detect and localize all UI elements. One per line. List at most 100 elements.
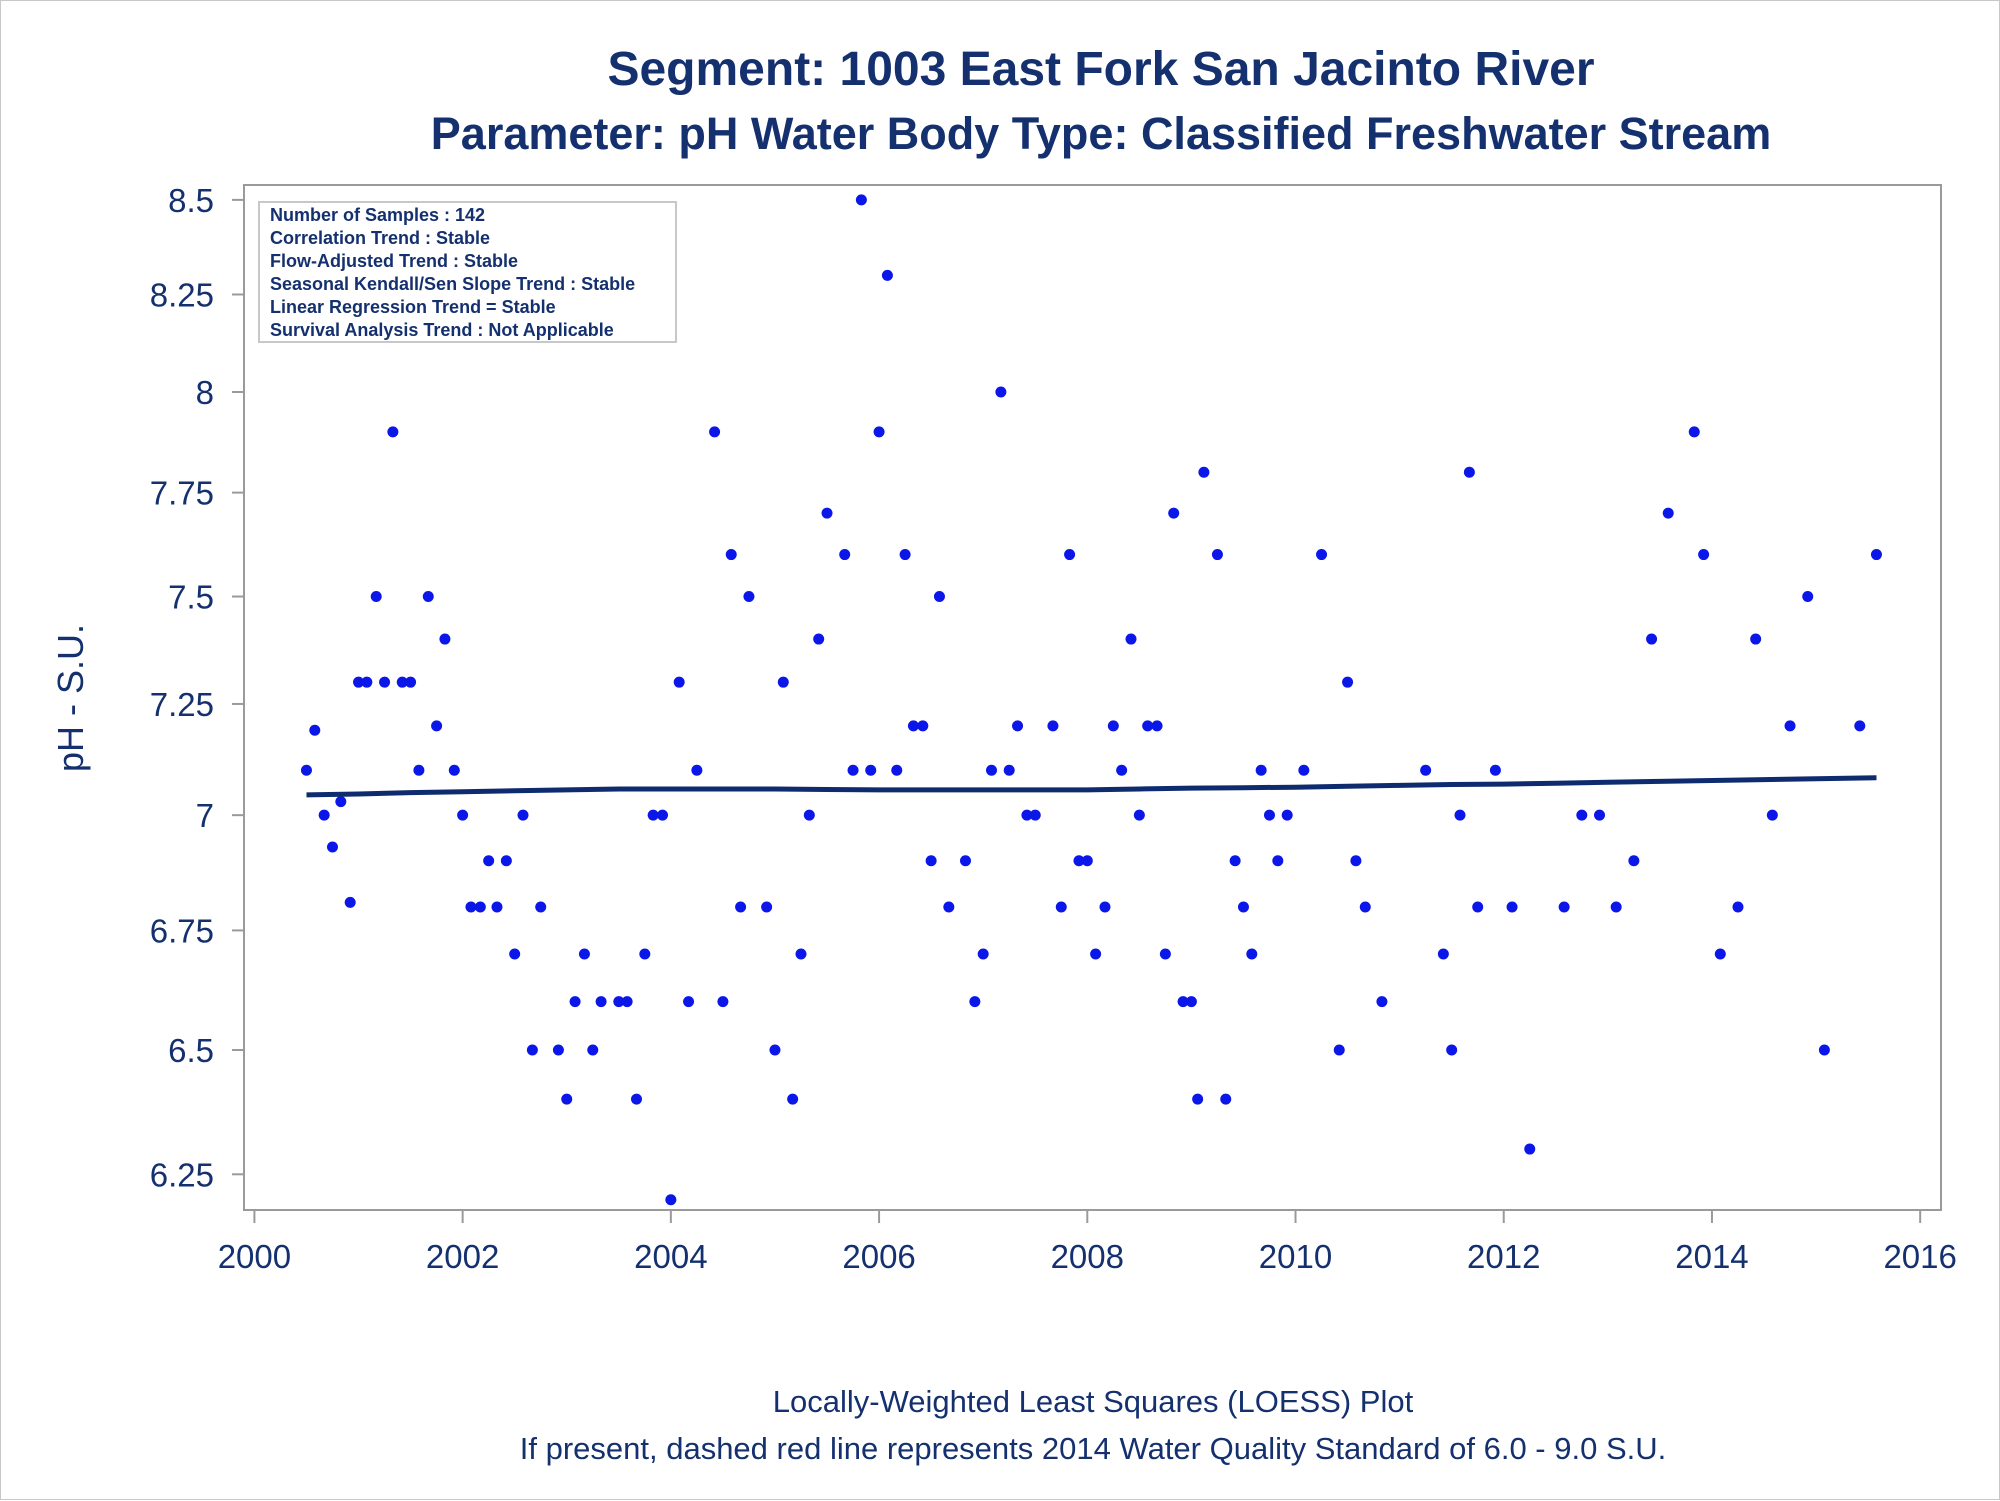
- data-point: [509, 948, 521, 960]
- data-point: [318, 809, 330, 821]
- data-point: [691, 764, 703, 776]
- data-point: [344, 896, 356, 908]
- data-point: [1192, 1093, 1204, 1105]
- data-point: [630, 1093, 642, 1105]
- data-point: [743, 591, 755, 603]
- data-point: [335, 796, 347, 808]
- data-point: [855, 194, 867, 206]
- x-tick-label: 2004: [634, 1238, 707, 1275]
- data-point: [1342, 676, 1354, 688]
- data-point: [552, 1044, 564, 1056]
- data-point: [1489, 764, 1501, 776]
- data-point: [1237, 901, 1249, 913]
- x-tick-label: 2010: [1259, 1238, 1332, 1275]
- data-point: [578, 948, 590, 960]
- x-tick-label: 2000: [218, 1238, 291, 1275]
- data-point: [1784, 720, 1796, 732]
- x-axis: 2000 2002 2004 2006 2008 2010 2012 2014 2016: [218, 1210, 1957, 1275]
- footnote-loess: Locally-Weighted Least Squares (LOESS) P…: [773, 1384, 1414, 1419]
- data-point: [1142, 720, 1154, 732]
- data-point: [1446, 1044, 1458, 1056]
- data-point: [787, 1093, 799, 1105]
- stats-linear-regression-trend: Linear Regression Trend = Stable: [270, 297, 556, 317]
- data-point: [917, 720, 929, 732]
- data-point: [665, 1194, 677, 1206]
- stats-box: Number of Samples : 142 Correlation Tren…: [258, 201, 677, 343]
- data-point: [561, 1093, 573, 1105]
- data-point: [761, 901, 773, 913]
- data-point: [1246, 948, 1258, 960]
- data-point: [448, 764, 460, 776]
- data-point: [1420, 764, 1432, 776]
- data-point: [1376, 996, 1388, 1008]
- plot-area-border: [243, 184, 1942, 1211]
- data-point: [1211, 549, 1223, 561]
- data-point: [735, 901, 747, 913]
- data-point: [422, 591, 434, 603]
- data-point: [1854, 720, 1866, 732]
- data-point: [465, 901, 477, 913]
- data-point: [1021, 809, 1033, 821]
- loess-line: [306, 775, 1877, 798]
- data-point: [1125, 633, 1137, 645]
- data-point: [1463, 466, 1475, 478]
- x-tick-label: 2016: [1883, 1238, 1956, 1275]
- stats-correlation-trend: Correlation Trend : Stable: [270, 228, 490, 248]
- data-point: [1350, 855, 1362, 867]
- data-point: [431, 720, 443, 732]
- data-point: [795, 948, 807, 960]
- data-point: [517, 809, 529, 821]
- stats-survival-analysis-trend: Survival Analysis Trend : Not Applicable: [270, 320, 614, 340]
- data-point: [1298, 764, 1310, 776]
- scatter-points: [300, 194, 1882, 1206]
- data-point: [1698, 549, 1710, 561]
- data-point: [1073, 855, 1085, 867]
- data-point: [777, 676, 789, 688]
- data-point: [326, 841, 338, 853]
- data-point: [1012, 720, 1024, 732]
- data-point: [1055, 901, 1067, 913]
- data-point: [725, 549, 737, 561]
- data-point: [933, 591, 945, 603]
- data-point: [1316, 549, 1328, 561]
- stats-seasonal-kendall-trend: Seasonal Kendall/Sen Slope Trend : Stabl…: [270, 274, 635, 294]
- data-point: [1870, 549, 1882, 561]
- x-tick-label: 2002: [426, 1238, 499, 1275]
- data-point: [803, 809, 815, 821]
- data-point: [474, 901, 486, 913]
- data-point: [526, 1044, 538, 1056]
- data-point: [361, 676, 373, 688]
- data-point: [1081, 855, 1093, 867]
- data-point: [387, 426, 399, 438]
- data-point: [439, 633, 451, 645]
- data-point: [1133, 809, 1145, 821]
- data-point: [309, 724, 321, 736]
- y-tick-label: 7.5: [168, 579, 214, 616]
- y-tick-label: 7: [196, 797, 214, 834]
- data-point: [370, 591, 382, 603]
- data-point: [1177, 996, 1189, 1008]
- y-tick-label: 8.5: [168, 182, 214, 219]
- data-point: [717, 996, 729, 1008]
- data-point: [1029, 809, 1041, 821]
- data-point: [595, 996, 607, 1008]
- y-tick-label: 8: [196, 374, 214, 411]
- data-point: [621, 996, 633, 1008]
- stats-flow-adjusted-trend: Flow-Adjusted Trend : Stable: [270, 251, 518, 271]
- y-tick-label: 6.75: [150, 912, 214, 949]
- data-point: [1107, 720, 1119, 732]
- data-point: [1090, 948, 1102, 960]
- data-point: [1159, 948, 1171, 960]
- data-point: [899, 549, 911, 561]
- data-point: [1818, 1044, 1830, 1056]
- data-point: [769, 1044, 781, 1056]
- stats-samples: Number of Samples : 142: [270, 205, 485, 225]
- data-point: [1662, 507, 1674, 519]
- data-point: [1766, 809, 1778, 821]
- y-tick-label: 7.25: [150, 686, 214, 723]
- data-point: [1594, 809, 1606, 821]
- data-point: [500, 855, 512, 867]
- data-point: [1047, 720, 1059, 732]
